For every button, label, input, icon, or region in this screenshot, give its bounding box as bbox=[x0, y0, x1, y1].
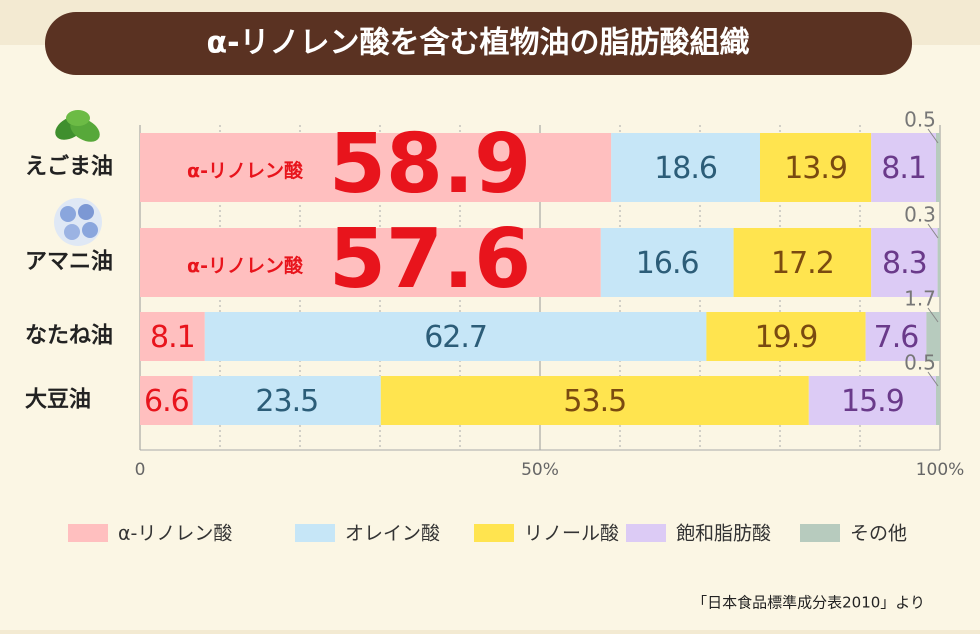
value-label: 62.7 bbox=[424, 320, 487, 355]
value-label: 8.1 bbox=[881, 151, 926, 186]
bar-segment bbox=[936, 376, 940, 425]
bar-segment bbox=[937, 228, 940, 297]
leader-line bbox=[927, 371, 939, 387]
bar-segment bbox=[611, 133, 760, 202]
legend-swatch bbox=[295, 524, 335, 542]
value-label: 8.1 bbox=[150, 320, 195, 355]
bar-segment bbox=[140, 228, 601, 297]
bar-segment bbox=[926, 312, 940, 361]
legend-swatch bbox=[800, 524, 840, 542]
leaf-icon bbox=[55, 110, 100, 142]
bar-segment bbox=[871, 133, 936, 202]
leader-line bbox=[927, 128, 939, 144]
bar-segment bbox=[865, 312, 927, 361]
value-label: 17.2 bbox=[771, 246, 834, 281]
inline-series-label: α-リノレン酸 bbox=[187, 254, 304, 277]
value-label: 0.3 bbox=[904, 203, 936, 227]
bar-segment bbox=[600, 228, 734, 297]
x-tick-label: 0 bbox=[135, 460, 146, 480]
inline-series-label: α-リノレン酸 bbox=[187, 159, 304, 182]
leader-line bbox=[927, 223, 939, 239]
value-label: 6.6 bbox=[144, 384, 189, 419]
value-label: 15.9 bbox=[841, 384, 904, 419]
legend-label: 飽和脂肪酸 bbox=[676, 523, 771, 545]
value-label: 0.5 bbox=[904, 108, 936, 132]
bar-segment bbox=[204, 312, 707, 361]
category-label: えごま油 bbox=[25, 154, 113, 180]
legend-label: その他 bbox=[850, 523, 907, 545]
legend-label: α-リノレン酸 bbox=[118, 523, 232, 545]
x-tick-label: 100% bbox=[916, 460, 965, 480]
category-label: なたね油 bbox=[25, 324, 113, 349]
legend-label: オレイン酸 bbox=[345, 523, 440, 545]
value-label: 18.6 bbox=[654, 151, 717, 186]
value-label: 19.9 bbox=[755, 320, 818, 355]
category-label: アマニ油 bbox=[25, 250, 113, 275]
value-label: 1.7 bbox=[904, 287, 936, 311]
x-tick-label: 50% bbox=[521, 460, 559, 480]
value-label: 8.3 bbox=[882, 246, 927, 281]
bar-segment bbox=[706, 312, 866, 361]
legend-swatch bbox=[68, 524, 108, 542]
bar-segment bbox=[733, 228, 872, 297]
bar-segment bbox=[140, 133, 612, 202]
value-label: 57.6 bbox=[329, 212, 531, 307]
flower-icon bbox=[54, 198, 102, 246]
chart-title: α-リノレン酸を含む植物油の脂肪酸組織 bbox=[206, 26, 749, 61]
source-note: 「日本食品標準成分表2010」より bbox=[692, 594, 925, 612]
leader-line bbox=[927, 307, 939, 323]
bar-segment bbox=[192, 376, 381, 425]
bar-segment bbox=[140, 376, 193, 425]
bar-segment bbox=[760, 133, 872, 202]
value-label: 53.5 bbox=[563, 384, 626, 419]
value-label: 58.9 bbox=[329, 117, 531, 212]
value-label: 23.5 bbox=[255, 384, 318, 419]
legend-label: リノール酸 bbox=[524, 523, 619, 545]
bar-segment bbox=[936, 133, 940, 202]
value-label: 7.6 bbox=[874, 320, 919, 355]
legend-swatch bbox=[626, 524, 666, 542]
bar-segment bbox=[871, 228, 938, 297]
value-label: 16.6 bbox=[636, 246, 699, 281]
bar-segment bbox=[140, 312, 205, 361]
category-label: 大豆油 bbox=[25, 388, 91, 413]
value-label: 13.9 bbox=[784, 151, 847, 186]
title-banner bbox=[45, 12, 912, 75]
legend-swatch bbox=[474, 524, 514, 542]
value-label: 0.5 bbox=[904, 351, 936, 375]
bar-segment bbox=[380, 376, 809, 425]
bar-segment bbox=[808, 376, 936, 425]
